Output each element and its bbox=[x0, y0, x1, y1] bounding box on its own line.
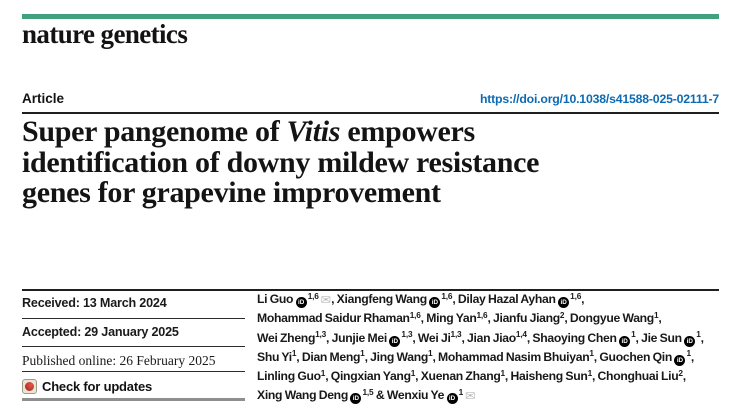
header-divider bbox=[22, 112, 719, 114]
affiliation-superscript: 1 bbox=[696, 329, 701, 340]
author-line: Xing Wang Deng iD1,5 & Wenxiu Ye iD1 ✉ bbox=[257, 386, 476, 405]
affiliation-superscript: 1,6 bbox=[570, 290, 582, 301]
orcid-icon[interactable]: iD bbox=[295, 297, 307, 308]
orcid-icon[interactable]: iD bbox=[429, 297, 441, 308]
orcid-icon[interactable]: iD bbox=[558, 297, 570, 308]
author-line: Mohammad Saidur Rhaman1,6, Ming Yan1,6, … bbox=[257, 309, 662, 326]
title-line: genes for grapevine improvement bbox=[22, 176, 441, 210]
affiliation-superscript: 1,5 bbox=[362, 386, 374, 397]
doi-link[interactable]: https://doi.org/10.1038/s41588-025-02111… bbox=[479, 92, 719, 106]
orcid-icon[interactable]: iD bbox=[674, 354, 686, 366]
affiliation-superscript: 1,6 bbox=[476, 309, 488, 320]
author-list: Li Guo iD1,6 ✉, Xiangfeng Wang iD1,6, Dil… bbox=[257, 290, 727, 406]
affiliation-superscript: 1,3 bbox=[450, 329, 462, 340]
received-date: Received: 13 March 2024 bbox=[22, 296, 167, 310]
check-for-updates-label: Check for updates bbox=[42, 379, 153, 394]
article-type-label: Article bbox=[22, 91, 65, 106]
meta-divider bbox=[22, 371, 245, 372]
affiliation-superscript: 1 bbox=[589, 348, 594, 359]
meta-divider bbox=[22, 318, 245, 319]
accepted-date: Accepted: 29 January 2025 bbox=[22, 325, 179, 339]
affiliation-superscript: 1 bbox=[500, 367, 506, 378]
title-divider bbox=[22, 289, 719, 291]
crossmark-dot bbox=[25, 382, 34, 391]
article-meta-row: Article https://doi.org/10.1038/s41588-0… bbox=[22, 91, 719, 106]
affiliation-superscript: 1,3 bbox=[315, 329, 327, 340]
affiliation-superscript: 1 bbox=[360, 348, 365, 359]
envelope-icon[interactable]: ✉ bbox=[320, 291, 332, 307]
author-line: Shu Yi1, Dian Meng1, Jing Wang1, Mohamma… bbox=[257, 348, 694, 366]
author-line: Linling Guo1, Qingxian Yang1, Xuenan Zha… bbox=[257, 367, 686, 384]
affiliation-superscript: 2 bbox=[559, 309, 565, 320]
orcid-icon[interactable]: iD bbox=[619, 335, 631, 347]
orcid-icon[interactable]: iD bbox=[684, 335, 696, 347]
envelope-icon[interactable]: ✉ bbox=[465, 387, 476, 403]
affiliation-superscript: 1 bbox=[458, 386, 464, 397]
title-line: identification of downy mildew resistanc… bbox=[22, 145, 540, 179]
italic-genus-name: Vitis bbox=[286, 115, 341, 148]
orcid-icon[interactable]: iD bbox=[446, 393, 458, 405]
affiliation-superscript: 1,3 bbox=[401, 329, 413, 340]
affiliation-superscript: 1 bbox=[587, 367, 593, 378]
crossmark-icon bbox=[22, 379, 37, 394]
author-line: Li Guo iD1,6 ✉, Xiangfeng Wang iD1,6, Dil… bbox=[257, 290, 585, 308]
title-line: Super pangenome of Vitis empowers bbox=[22, 115, 475, 148]
affiliation-superscript: 2 bbox=[678, 367, 683, 378]
article-title: Super pangenome of Vitis empowers identif… bbox=[22, 115, 722, 210]
author-line: Wei Zheng1,3, Junjie Mei iD1,3, Wei Ji1,… bbox=[257, 329, 704, 347]
affiliation-superscript: 1,4 bbox=[515, 329, 527, 340]
affiliation-superscript: 1,6 bbox=[441, 290, 453, 301]
affiliation-superscript: 1 bbox=[631, 329, 636, 340]
journal-masthead: nature genetics bbox=[22, 19, 188, 49]
affiliation-superscript: 1 bbox=[653, 309, 659, 320]
affiliation-superscript: 1 bbox=[320, 367, 326, 378]
orcid-icon[interactable]: iD bbox=[350, 393, 362, 405]
affiliation-superscript: 1 bbox=[686, 348, 691, 359]
check-for-updates-button[interactable]: Check for updates bbox=[22, 377, 152, 396]
meta-divider bbox=[22, 346, 245, 347]
brand-color-bar bbox=[22, 14, 719, 19]
affiliation-superscript: 1 bbox=[291, 348, 297, 359]
meta-bottom-divider bbox=[22, 398, 245, 401]
orcid-icon[interactable]: iD bbox=[389, 335, 401, 347]
affiliation-superscript: 1 bbox=[428, 348, 433, 359]
published-date: Published online: 26 February 2025 bbox=[22, 353, 216, 368]
affiliation-superscript: 1 bbox=[410, 367, 416, 378]
affiliation-superscript: 1,6 bbox=[307, 290, 319, 301]
affiliation-superscript: 1,6 bbox=[409, 309, 421, 320]
